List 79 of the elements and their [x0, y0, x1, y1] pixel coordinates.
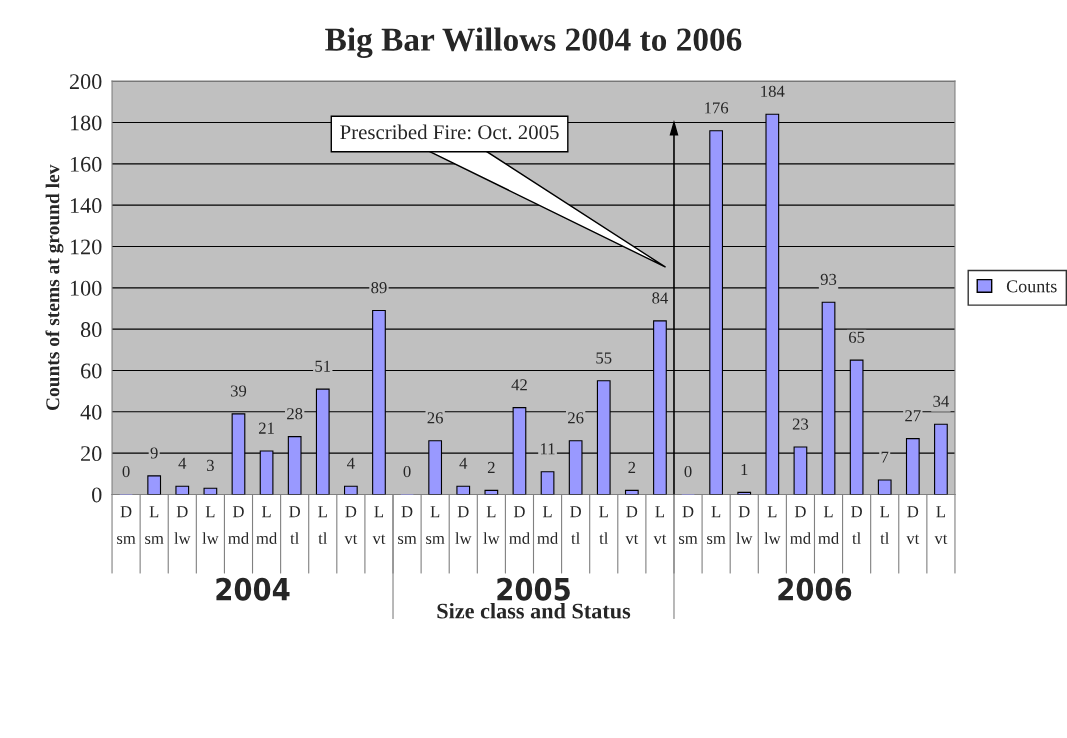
- y-tick-label: 60: [81, 363, 102, 379]
- annotation: Prescribed Fire: Oct. 2005: [340, 124, 559, 140]
- y-tick-label: 40: [80, 404, 102, 420]
- x-tick-label: L tl: [318, 506, 328, 544]
- y-tick-label: 100: [70, 280, 102, 296]
- y-tick-label: 180: [70, 115, 102, 131]
- x-tick-label: L lw: [202, 506, 219, 544]
- data-label: 26: [427, 412, 443, 424]
- legend-label: Counts: [1006, 280, 1057, 293]
- data-label: 3: [207, 459, 214, 471]
- x-tick-label: D sm: [117, 506, 136, 544]
- chart-title: Big Bar Willows 2004 to 2006: [325, 27, 742, 58]
- text: 2004: [216, 577, 290, 601]
- x-tick-label: D tl: [851, 506, 862, 544]
- y-tick-label: 80: [80, 322, 102, 338]
- x-tick-label: D tl: [570, 506, 581, 544]
- data-label: 4: [347, 457, 355, 469]
- x-tick-label: L sm: [707, 506, 726, 544]
- data-label: 65: [849, 331, 865, 343]
- x-tick-label: L md: [537, 506, 558, 544]
- x-tick-label: D lw: [455, 506, 472, 544]
- y-tick-label: 120: [70, 239, 102, 255]
- x-tick-label: D vt: [906, 506, 920, 544]
- x-tick-label: L lw: [483, 506, 500, 544]
- data-label: 27: [905, 410, 921, 422]
- data-label: 184: [761, 85, 785, 97]
- y-tick-label: 20: [81, 446, 102, 462]
- y-tick-label: 0: [92, 487, 102, 503]
- x-tick-label: D sm: [398, 506, 417, 544]
- data-label: 4: [459, 457, 468, 469]
- x-tick-label: D vt: [344, 506, 358, 544]
- x-tick-label: D lw: [174, 506, 191, 544]
- x-tick-label: L sm: [426, 506, 445, 544]
- data-label: 1: [741, 463, 748, 475]
- data-label: 0: [403, 465, 411, 478]
- data-label: 2: [628, 461, 636, 473]
- data-label: 0: [122, 465, 130, 478]
- x-tick-label: D sm: [679, 506, 698, 544]
- data-label: 176: [705, 102, 729, 114]
- x-tick-label: D lw: [736, 506, 753, 544]
- y-tick-label: 200: [69, 74, 102, 90]
- text: 2005: [497, 577, 570, 601]
- x-tick-label: D md: [228, 506, 249, 544]
- x-tick-label: L sm: [145, 506, 164, 544]
- data-label: 93: [820, 273, 837, 286]
- data-label: 23: [792, 418, 809, 430]
- data-label: 2: [487, 461, 495, 473]
- data-label: 9: [150, 447, 158, 459]
- text: 2006: [778, 577, 852, 601]
- data-label: 34: [933, 395, 949, 407]
- x-tick-label: D md: [509, 506, 530, 544]
- data-label: 84: [652, 292, 669, 304]
- x-tick-label: L lw: [764, 506, 781, 544]
- data-label: 28: [287, 408, 303, 420]
- x-tick-label: D tl: [289, 506, 301, 544]
- y-axis-title: Counts of stems at ground lev: [45, 164, 64, 411]
- x-tick-label: L vt: [934, 506, 948, 544]
- data-label: 89: [371, 282, 387, 294]
- y-tick-label: 140: [70, 198, 102, 214]
- data-label: 26: [568, 412, 584, 424]
- y-tick-label: 160: [70, 156, 102, 172]
- x-tick-label: L tl: [599, 506, 609, 544]
- data-label: 21: [258, 422, 274, 434]
- x-tick-label: L md: [256, 506, 278, 544]
- data-label: 39: [230, 385, 247, 397]
- data-label: 51: [315, 360, 331, 372]
- data-label: 55: [596, 352, 612, 364]
- x-tick-label: L md: [818, 506, 839, 544]
- x-tick-label: D md: [790, 506, 811, 544]
- data-label: 7: [881, 451, 889, 463]
- x-tick-label: D vt: [625, 506, 639, 544]
- data-label: 42: [511, 379, 527, 391]
- data-label: 4: [178, 457, 187, 469]
- data-label: 11: [540, 443, 555, 455]
- x-tick-label: L vt: [653, 506, 667, 544]
- x-tick-label: L tl: [880, 506, 890, 544]
- data-label: 0: [684, 465, 692, 478]
- x-tick-label: L vt: [372, 506, 386, 544]
- x-axis-title: Size class and Status: [437, 602, 631, 619]
